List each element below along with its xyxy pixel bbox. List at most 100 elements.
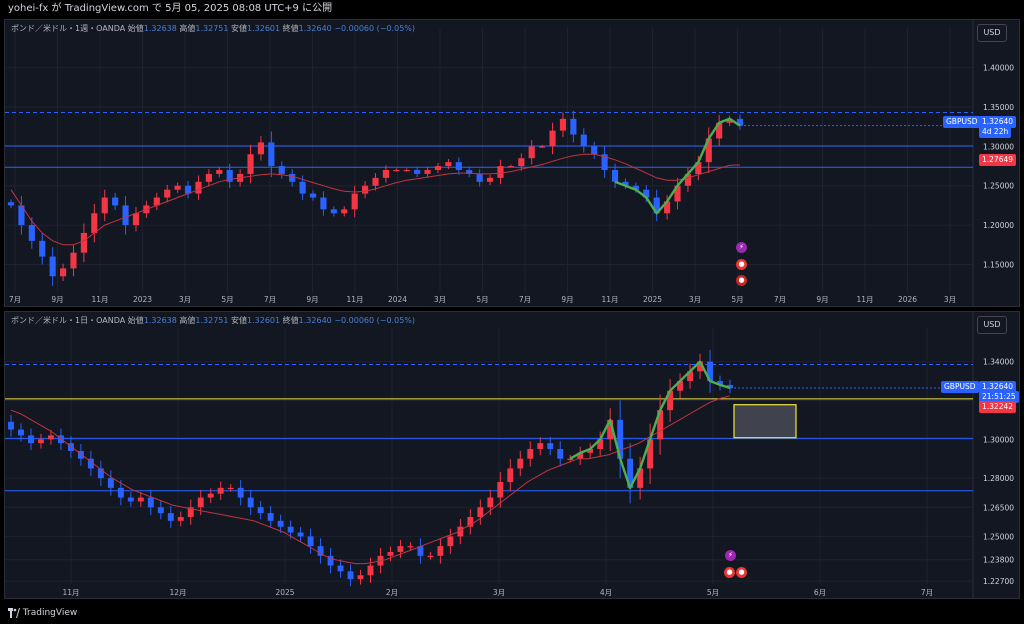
daily-close-label: 終値 [282,316,299,325]
daily-chart-svg[interactable]: 11月12月20252月3月4月5月6月7月1.340001.320001.30… [5,312,1020,599]
candle-body [127,497,134,502]
daily-ma-tag: 1.32242 [979,401,1017,413]
candle-body [80,232,87,253]
daily-symbol: ポンド／米ドル・1日・OANDA [11,316,126,325]
weekly-open-label: 始値 [127,24,144,33]
candle-body [362,185,369,194]
y-tick-label: 1.22700 [983,577,1014,586]
candle-body [570,118,577,135]
candle-body [580,134,587,147]
candle-body [601,154,608,170]
candle-body [684,173,692,186]
x-tick-label: 9月 [561,295,573,304]
flag-uk-icon[interactable]: ● [736,275,747,286]
daily-flag-us-icon-2[interactable]: ● [736,567,747,578]
daily-countdown-tag: 21:51:25 [979,391,1019,403]
y-tick-label: 1.30000 [983,435,1014,444]
candle-body [447,536,454,547]
candle-body [153,197,160,206]
x-tick-label: 2025 [643,295,662,304]
candle-body [257,507,264,514]
weekly-chart-svg[interactable]: 7月 9月 11月 2023 3月 5月 7月 9月 11月 2024 3月 5月 7月 9月 11月 202… [5,20,1020,307]
candle-body [622,181,629,186]
daily-chart-panel[interactable]: 11月12月20252月3月4月5月6月7月1.340001.320001.30… [4,311,1020,599]
candle-body [297,532,304,537]
candle-body [18,205,25,226]
candle-body [347,571,354,580]
candle-body [457,526,464,537]
weekly-low-label: 安値 [231,24,248,33]
x-tick-label: 5月 [476,295,488,304]
flag-us-icon[interactable]: ● [736,259,747,270]
candle-body [677,381,684,391]
candle-body [257,142,265,155]
y-tick-label: 1.25000 [983,532,1014,541]
candle-body [437,546,444,556]
weekly-tag-countdown: 4d 22h [982,127,1009,136]
x-tick-label: 3月 [944,295,956,304]
candle-body [587,449,594,453]
swing-annotation-line [614,117,741,215]
candle-body [611,170,619,182]
x-tick-label: 11月 [601,295,618,304]
daily-ohlc-header: ポンド／米ドル・1日・OANDA 始値1.32638 高値1.32751 安値1… [11,315,415,326]
candle-body [167,513,174,521]
candle-body [157,507,164,514]
candle-body [289,173,296,182]
lightning-icon[interactable]: ⚡ [736,242,747,253]
candle-body [567,458,574,460]
candle-body [97,468,104,479]
candle-body [320,197,327,210]
daily-flag-us-icon[interactable]: ● [724,567,735,578]
weekly-high-label: 高値 [179,24,196,33]
candle-body [518,158,525,167]
x-tick-label: 2025 [275,588,294,597]
candle-body [341,209,348,214]
weekly-currency-button[interactable]: USD [977,24,1007,42]
candle-body [726,118,733,123]
candle-body [407,546,414,548]
candle-body [137,497,144,502]
candle-body [28,225,35,241]
weekly-chart-panel[interactable]: 7月 9月 11月 2023 3月 5月 7月 9月 11月 2024 3月 5月 7月 9月 11月 202… [4,19,1020,307]
candle-body [537,443,544,450]
footer-brand: TradingView [22,608,78,618]
candle-body [205,173,212,182]
candle-body [382,170,389,178]
weekly-tag-price: 1.32640 [982,117,1014,126]
candle-body [664,201,671,214]
daily-currency-button[interactable]: USD [977,316,1007,334]
candle-body [267,513,274,521]
x-tick-label: 7月 [519,295,531,304]
candle-body [597,439,604,450]
candle-body [653,197,660,214]
candle-body [357,575,364,580]
x-tick-label: 5月 [707,588,719,597]
candle-body [477,507,484,517]
tradingview-logo-icon [8,607,20,618]
candle-body [695,162,702,174]
weekly-tag-symbol: GBPUSD [946,117,978,126]
daily-lightning-icon[interactable]: ⚡ [725,550,736,561]
x-tick-label: 11月 [62,588,79,597]
candle-body [455,162,462,170]
candle-body [632,185,639,190]
candle-body [539,146,546,148]
candle-body [497,166,504,178]
x-tick-label: 3月 [493,588,505,597]
daily-price-value-tag: 1.32640 [979,381,1017,393]
candle-body [351,193,358,210]
weekly-symbol: ポンド／米ドル・1週・OANDA [11,24,126,33]
candle-body [717,381,723,385]
candle-body [107,478,114,488]
daily-tag-price: 1.32640 [982,382,1014,391]
x-tick-label: 7月 [9,295,21,304]
candle-body [277,520,284,527]
candle-body [591,146,598,155]
candle-body [18,429,24,436]
candle-body [77,450,84,459]
candle-body [657,410,664,440]
candle-body [643,189,650,198]
daily-open: 1.32638 [143,316,177,325]
x-tick-label: 2023 [133,295,152,304]
